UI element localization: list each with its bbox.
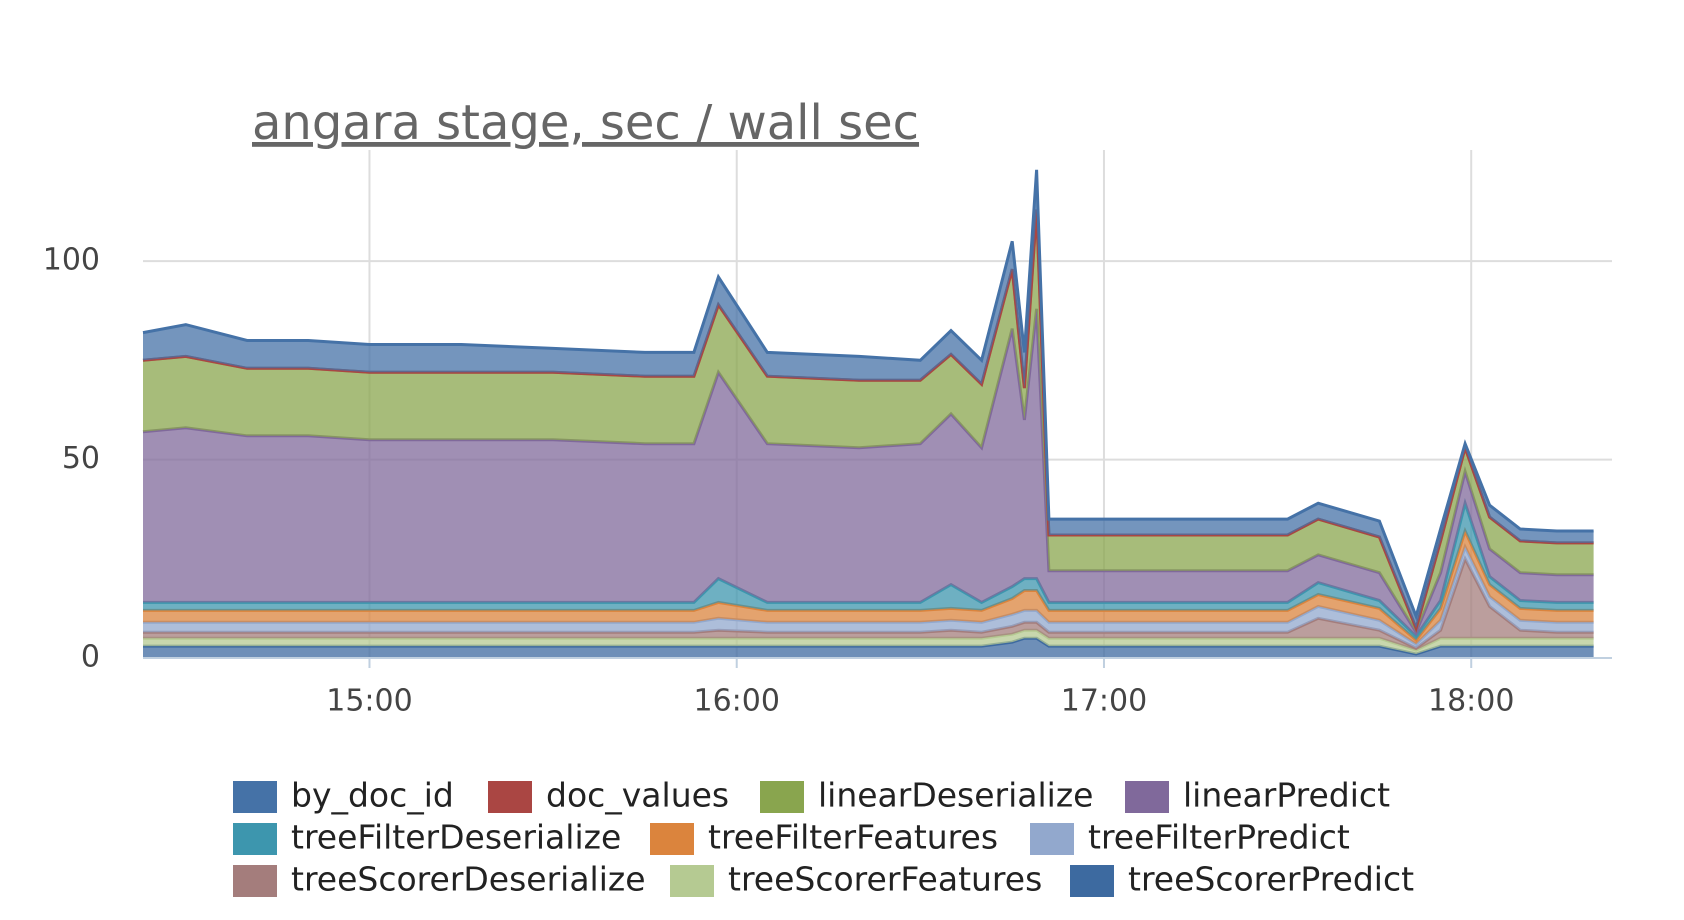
x-tick-label: 15:00 bbox=[326, 684, 412, 719]
legend-label: treeFilterPredict bbox=[1088, 818, 1350, 857]
legend-swatch bbox=[1030, 823, 1074, 855]
area bbox=[143, 209, 1594, 633]
legend-swatch bbox=[233, 865, 277, 897]
area bbox=[143, 630, 1594, 654]
y-tick-label: 100 bbox=[43, 243, 100, 278]
legend-label: treeScorerDeserialize bbox=[291, 860, 646, 899]
area bbox=[143, 531, 1594, 645]
y-tick-label: 50 bbox=[62, 441, 100, 476]
legend-label: linearPredict bbox=[1183, 776, 1390, 815]
legend-label: treeFilterDeserialize bbox=[291, 818, 621, 857]
legend-swatch bbox=[233, 781, 277, 813]
legend-label: treeScorerPredict bbox=[1128, 860, 1414, 899]
legend-label: treeScorerFeatures bbox=[728, 860, 1042, 899]
legend-swatch bbox=[233, 823, 277, 855]
area bbox=[143, 503, 1594, 641]
y-tick-label: 0 bbox=[81, 640, 100, 675]
plot-areas bbox=[142, 169, 1594, 658]
x-tick-label: 18:00 bbox=[1428, 684, 1514, 719]
legend-label: by_doc_id bbox=[291, 776, 454, 815]
area-line bbox=[142, 169, 1594, 622]
legend-label: treeFilterFeatures bbox=[708, 818, 998, 857]
chart-title: angara stage, sec / wall sec bbox=[252, 95, 919, 151]
legend-swatch bbox=[650, 823, 694, 855]
legend-swatch bbox=[488, 781, 532, 813]
area bbox=[143, 308, 1594, 637]
legend-swatch bbox=[670, 865, 714, 897]
legend-label: linearDeserialize bbox=[818, 776, 1093, 815]
legend-swatch bbox=[1070, 865, 1114, 897]
area bbox=[143, 638, 1594, 658]
legend-swatch bbox=[760, 781, 804, 813]
x-tick-label: 16:00 bbox=[693, 684, 779, 719]
x-tick-label: 17:00 bbox=[1061, 684, 1147, 719]
legend-label: doc_values bbox=[546, 776, 729, 815]
legend-swatch bbox=[1125, 781, 1169, 813]
